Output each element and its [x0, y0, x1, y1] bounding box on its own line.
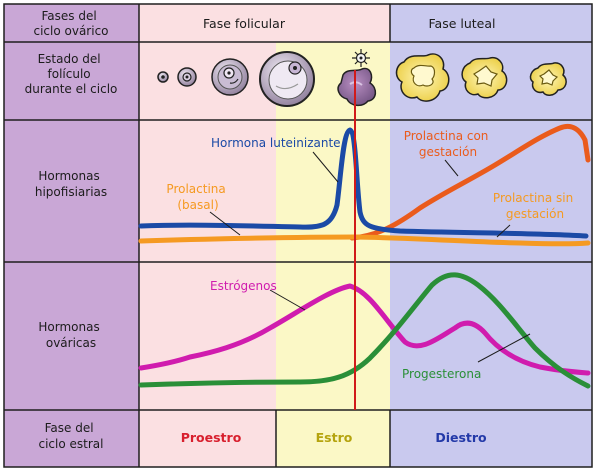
- prolactin-gestation-label: Prolactina con gestación: [404, 129, 493, 159]
- stage-proestrus: Proestro: [181, 430, 242, 445]
- prolactin-gestation-curve: [349, 123, 591, 241]
- luteal-phase-label: Fase luteal: [429, 16, 496, 31]
- secondary-follicle-icon: [211, 58, 249, 96]
- progesterone-curve: [138, 272, 591, 389]
- lh-label: Hormona luteinizante: [211, 136, 341, 150]
- antral-follicle-icon: [259, 51, 315, 107]
- prolactin-no-gestation-label: Prolactina sin gestación: [493, 191, 577, 221]
- stage-diestrus: Diestro: [435, 430, 487, 445]
- prolactin-basal-curve: [138, 234, 591, 247]
- ovulating-follicle-icon: [337, 49, 377, 107]
- follicular-header-bg: [139, 4, 390, 42]
- primary-follicle-icon: [177, 67, 197, 87]
- row-label-column: [4, 4, 139, 467]
- row-label-phases: Fases del ciclo ovárico: [33, 9, 108, 38]
- row-label-estral: Fase del ciclo estral: [39, 421, 104, 451]
- row-label-ovarian: Hormonas ováricas: [38, 320, 103, 350]
- progesterone-label: Progesterona: [402, 367, 481, 381]
- estrogen-label: Estrógenos: [210, 279, 277, 293]
- lh-curve: [138, 127, 589, 239]
- row-label-pituitary: Hormonas hipofisiarias: [35, 169, 107, 199]
- corpus-luteum-icon-1: [395, 53, 450, 102]
- corpus-luteum-icon-2: [461, 56, 508, 99]
- prolactin-basal-label: Prolactina (basal): [166, 182, 229, 212]
- row-label-follicle: Estado del folículo durante el ciclo: [25, 52, 118, 96]
- corpus-luteum-icon-3: [529, 62, 567, 96]
- primordial-follicle-icon: [157, 71, 169, 83]
- annotation-arrows: [209, 151, 531, 363]
- stage-estrus: Estro: [316, 430, 353, 445]
- follicular-phase-label: Fase folicular: [203, 16, 286, 31]
- grid-lines: [3, 3, 593, 468]
